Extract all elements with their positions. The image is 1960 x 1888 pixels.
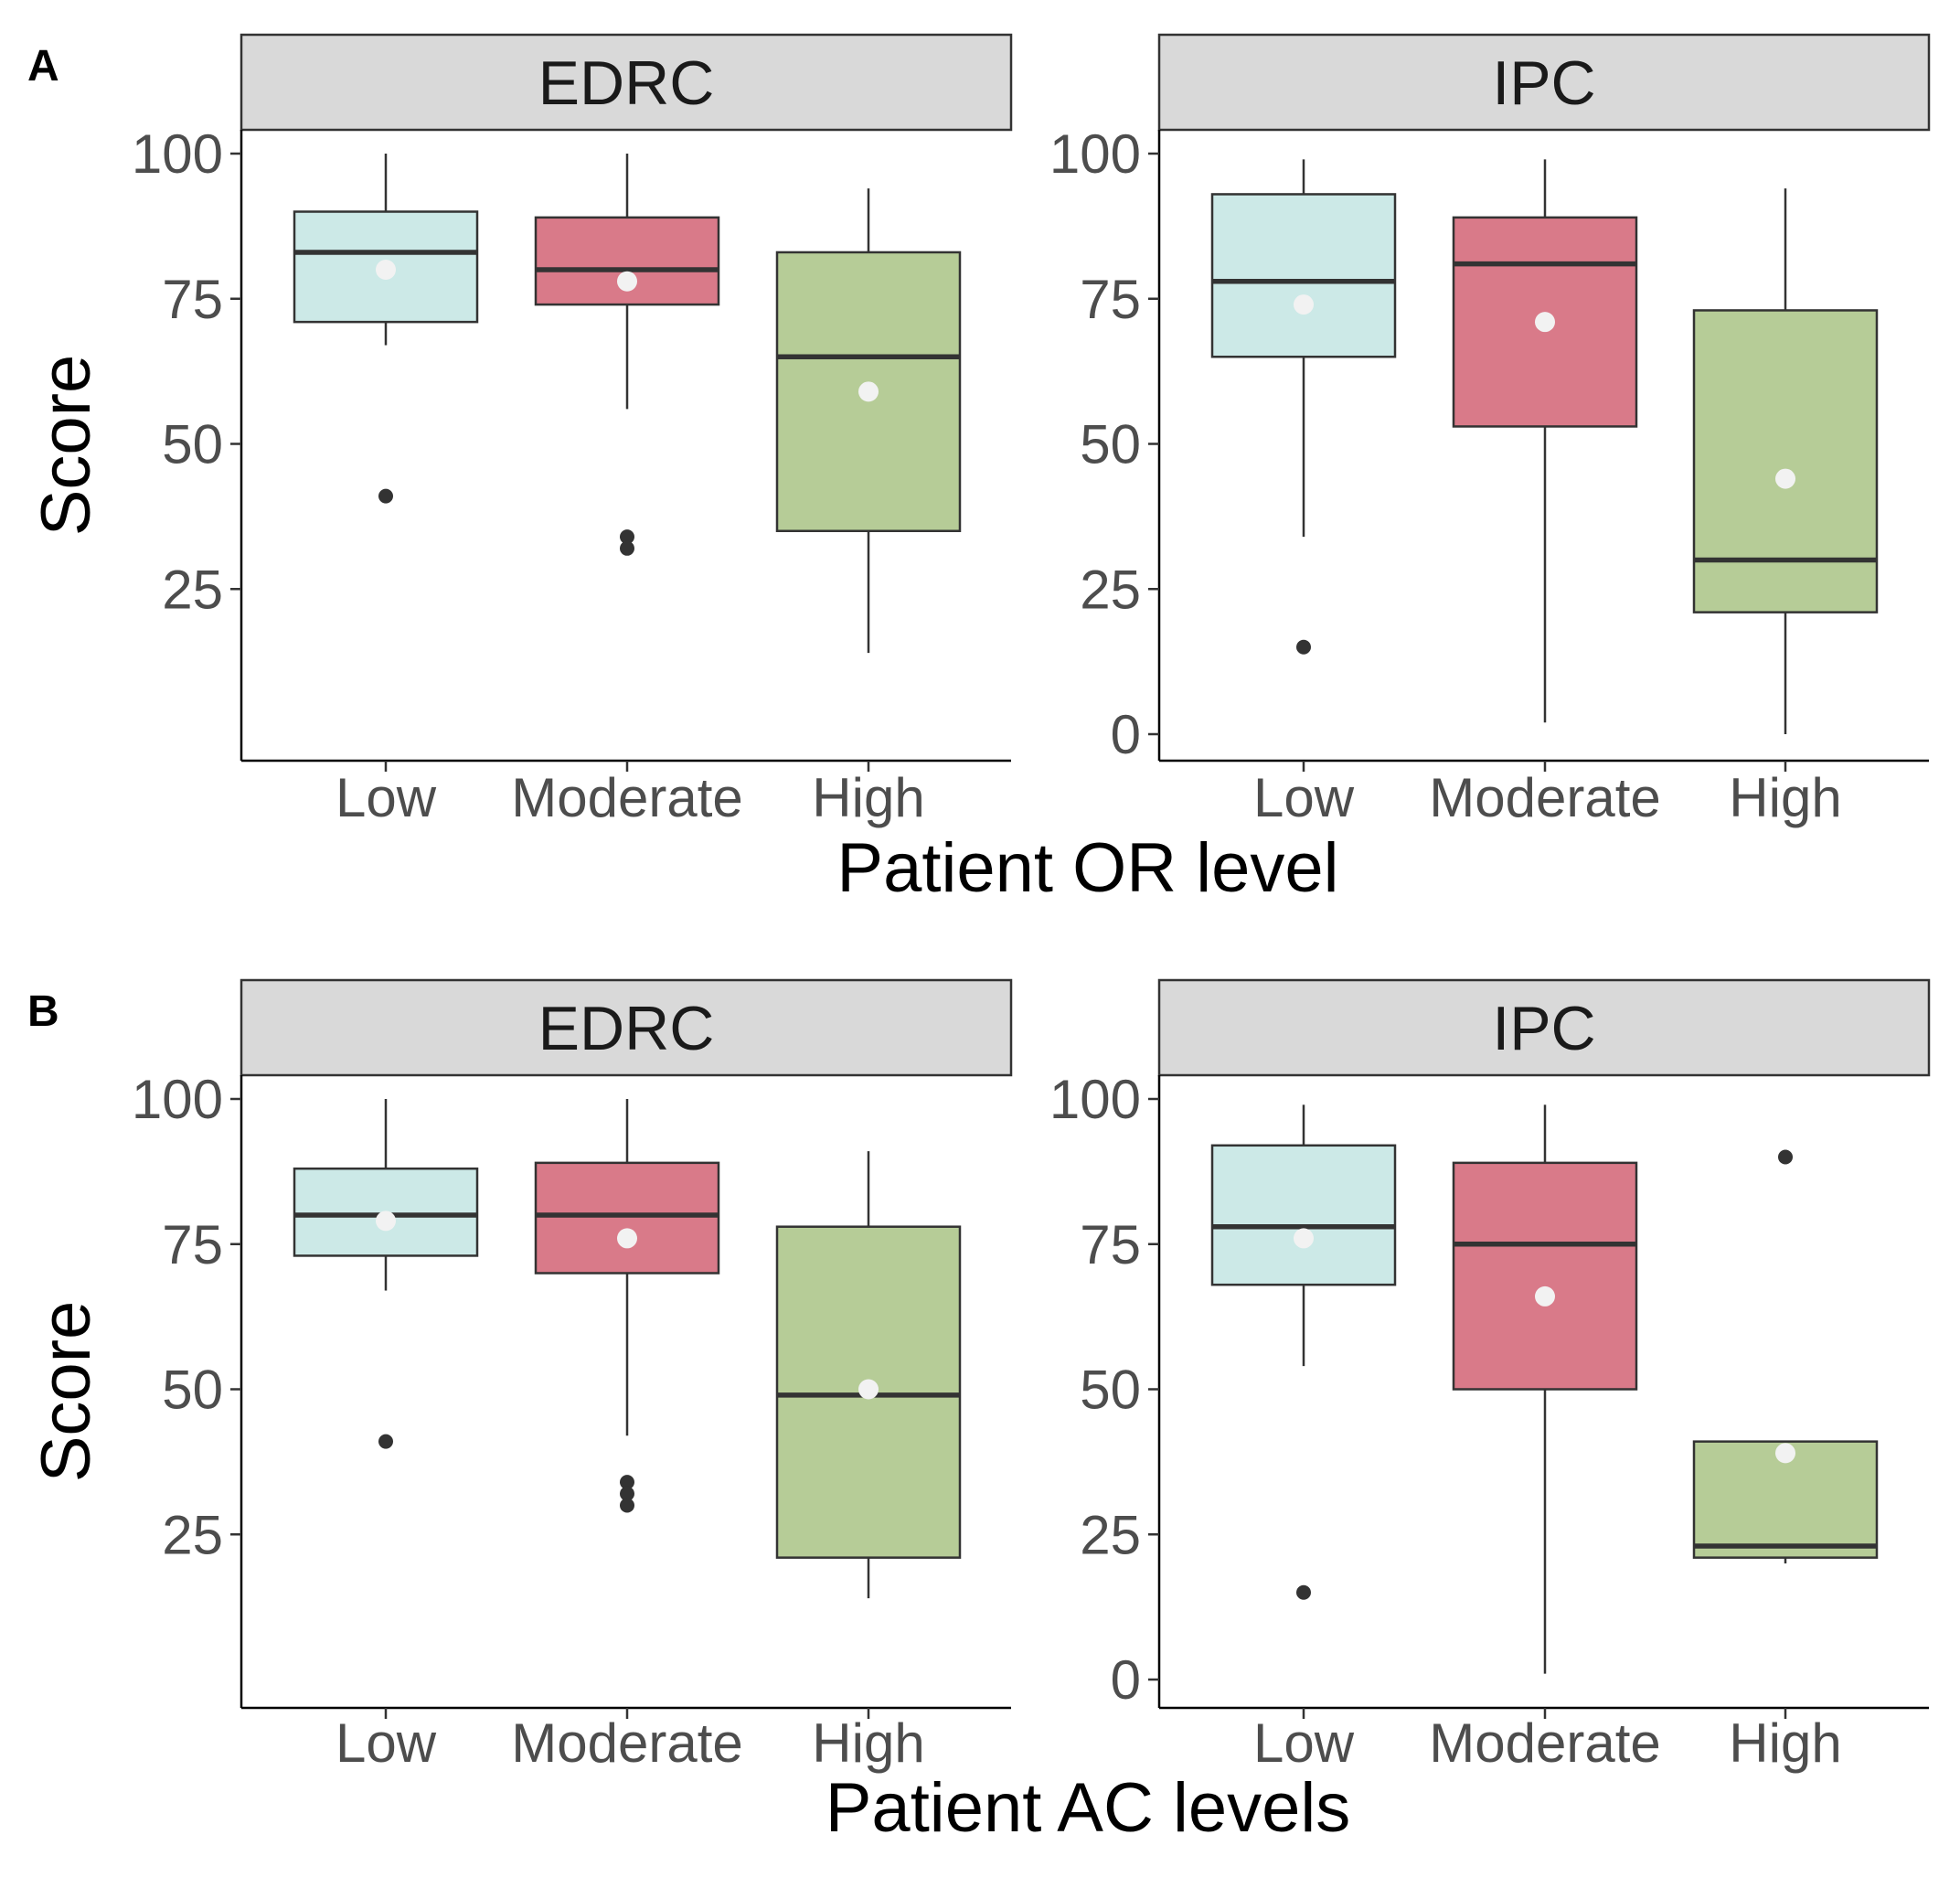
mean-point: [858, 381, 879, 402]
box-iqr: [1452, 1161, 1638, 1391]
mean-point: [1775, 1443, 1795, 1464]
box-high: [1692, 1149, 1879, 1563]
y-tick-label: 75: [162, 1214, 223, 1275]
x-tick-label: Low: [1253, 1712, 1355, 1774]
x-tick-label: Low: [336, 1712, 437, 1774]
y-tick-label: 50: [162, 414, 223, 475]
y-tick-label: 50: [1080, 414, 1141, 475]
box-iqr: [1210, 1144, 1397, 1286]
facet-strip: [240, 978, 1013, 1077]
mean-point: [376, 1211, 396, 1232]
x-tick-label: High: [812, 1712, 924, 1774]
x-tick-label: Moderate: [511, 767, 742, 828]
outlier-point: [1778, 1149, 1793, 1165]
y-tick-label: 0: [1111, 704, 1141, 765]
box-iqr: [534, 216, 720, 306]
x-tick-label: High: [1729, 1712, 1841, 1774]
facet-strip-title: IPC: [1492, 994, 1595, 1063]
box-iqr: [1210, 193, 1397, 358]
box-moderate: [534, 154, 720, 556]
y-tick-label: 25: [1080, 559, 1141, 620]
y-tick-label: 25: [162, 559, 223, 620]
mean-point: [1294, 294, 1314, 315]
panel-B: B Score Patient AC levels EDRC 25 50 75 100 Low M…: [27, 978, 1931, 1847]
facet-strip-title: EDRC: [538, 994, 715, 1063]
mean-point: [1535, 312, 1555, 333]
mean-point: [1535, 1285, 1555, 1307]
box-moderate: [534, 1099, 720, 1513]
y-tick-label: 100: [132, 123, 223, 185]
mean-point: [617, 1228, 637, 1249]
outlier-point: [1296, 1584, 1311, 1600]
facet-ipc: IPC 0 25 50 75 100 Low Moderate High: [1049, 33, 1931, 828]
y-tick-label: 50: [1080, 1360, 1141, 1421]
x-tick-label: High: [1729, 767, 1841, 828]
y-tick-label: 50: [162, 1360, 223, 1421]
facet-edrc: EDRC 25 50 75 100 Low Moderate High: [132, 978, 1013, 1774]
outlier-point: [620, 540, 634, 556]
x-tick-label: Moderate: [511, 1712, 742, 1774]
y-axis-title: Score: [27, 1301, 105, 1483]
facet-strip: [1157, 33, 1931, 132]
y-tick-label: 25: [1080, 1504, 1141, 1565]
y-tick-label: 25: [162, 1504, 223, 1565]
outlier-point: [620, 1498, 634, 1513]
box-low: [293, 154, 479, 504]
outlier-point: [378, 488, 393, 504]
x-tick-label: Low: [1253, 767, 1355, 828]
y-axis-title: Score: [27, 355, 105, 537]
box-low: [293, 1099, 479, 1449]
box-moderate: [1452, 159, 1638, 723]
facet-strip-title: EDRC: [538, 48, 715, 118]
outlier-point: [1296, 639, 1311, 655]
y-tick-label: 75: [162, 269, 223, 330]
x-axis-title: Patient OR level: [836, 829, 1338, 907]
x-tick-label: Moderate: [1429, 767, 1660, 828]
box-iqr: [1692, 309, 1879, 613]
facet-edrc: EDRC 25 50 75 100 Low Moderate High: [132, 33, 1013, 828]
facet-strip: [240, 33, 1013, 132]
x-axis-title: Patient AC levels: [826, 1769, 1351, 1847]
box-low: [1210, 159, 1397, 655]
outlier-point: [620, 529, 634, 545]
mean-point: [617, 271, 637, 292]
box-moderate: [1452, 1104, 1638, 1674]
y-tick-label: 75: [1080, 1214, 1141, 1275]
y-tick-label: 0: [1111, 1649, 1141, 1711]
outlier-point: [378, 1434, 393, 1449]
y-tick-label: 100: [1049, 1069, 1141, 1130]
mean-point: [376, 260, 396, 280]
facet-strip: [1157, 978, 1931, 1077]
box-high: [775, 1151, 962, 1599]
mean-point: [858, 1379, 879, 1400]
facet-strip-title: IPC: [1492, 48, 1595, 118]
box-high: [775, 188, 962, 654]
facet-ipc: IPC 0 25 50 75 100 Low Moderate High: [1049, 978, 1931, 1774]
mean-point: [1294, 1228, 1314, 1249]
y-tick-label: 100: [132, 1069, 223, 1130]
panel-letter: B: [27, 987, 59, 1036]
outlier-point: [620, 1475, 634, 1490]
x-tick-label: Low: [336, 767, 437, 828]
mean-point: [1775, 468, 1795, 489]
box-low: [1210, 1104, 1397, 1600]
box-iqr: [534, 1161, 720, 1275]
x-tick-label: Moderate: [1429, 1712, 1660, 1774]
y-tick-label: 75: [1080, 269, 1141, 330]
x-tick-label: High: [812, 767, 924, 828]
box-high: [1692, 188, 1879, 734]
y-tick-label: 100: [1049, 123, 1141, 185]
outlier-point: [620, 1486, 634, 1501]
panel-letter: A: [27, 42, 59, 91]
panel-A: A Score Patient OR level EDRC 25 50 75 100 Low Mo…: [27, 33, 1931, 907]
